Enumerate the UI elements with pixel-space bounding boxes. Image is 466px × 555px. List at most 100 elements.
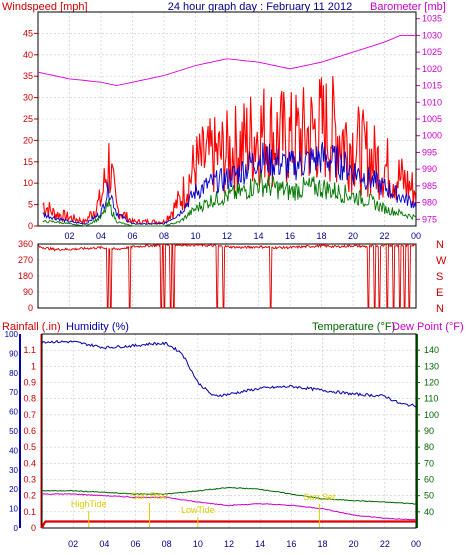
hour-tick-label: 06 (130, 539, 140, 549)
temperature-axis-label: Temperature (°F) (312, 321, 395, 333)
humidity-tick-label: 50 (9, 427, 18, 436)
compass-label: E (436, 287, 443, 299)
barometer-tick-label: 995 (422, 147, 437, 157)
hour-tick-label: 22 (380, 539, 390, 549)
barometer-tick-label: 990 (422, 164, 437, 174)
hour-tick-label: 18 (317, 539, 327, 549)
humidity-tick-label: 60 (9, 408, 18, 417)
annotation-label: HighTide (71, 499, 107, 509)
series-line-windspeed-low (42, 172, 416, 227)
direction-tick-label: 180 (18, 271, 33, 281)
barometer-axis-label: Barometer [mb] (370, 1, 446, 13)
windspeed-tick-label: 0 (28, 221, 33, 231)
windspeed-tick-label: 40 (23, 50, 33, 60)
rainfall-tick-label: 0.5 (23, 442, 36, 452)
hour-tick-label: 10 (193, 539, 203, 549)
hour-tick-label: 00 (411, 231, 421, 241)
dewpoint-axis-label: Dew Point (°F) (392, 321, 464, 333)
hour-tick-label: 00 (411, 539, 421, 549)
windspeed-tick-label: 45 (23, 28, 33, 38)
humidity-tick-label: 80 (9, 369, 18, 378)
barometer-tick-label: 1015 (422, 81, 442, 91)
hour-tick-label: 08 (159, 231, 169, 241)
barometer-tick-label: 1025 (422, 47, 442, 57)
hour-tick-label: 20 (349, 539, 359, 549)
hour-tick-label: 12 (222, 231, 232, 241)
rainfall-tick-label: 0.7 (23, 410, 36, 420)
temperature-tick-label: 70 (424, 458, 434, 468)
barometer-tick-label: 1020 (422, 64, 442, 74)
barometer-tick-label: 980 (422, 198, 437, 208)
hour-tick-label: 06 (127, 231, 137, 241)
humidity-tick-label: 30 (9, 466, 18, 475)
direction-tick-label: 270 (18, 255, 33, 265)
barometer-tick-label: 1010 (422, 97, 442, 107)
temperature-tick-label: 130 (424, 361, 439, 371)
series-line-windspeed-gust (42, 75, 417, 226)
rainfall-tick-label: 0.3 (23, 475, 36, 485)
hour-tick-label: 08 (162, 539, 172, 549)
temperature-tick-label: 50 (424, 491, 434, 501)
rainfall-tick-label: 1 (31, 361, 36, 371)
wind-plot-frame (37, 11, 417, 227)
rainfall-tick-label: 0.4 (23, 458, 36, 468)
temperature-tick-label: 60 (424, 475, 434, 485)
weather-plot-frame (41, 333, 417, 529)
series-line-barometer (37, 34, 416, 87)
compass-label: N (436, 303, 444, 315)
compass-label: N (436, 239, 444, 251)
chart-title: 24 hour graph day : February 11 2012 (168, 1, 352, 13)
windspeed-tick-label: 20 (23, 135, 33, 145)
weather-panel: 0 0.1 0.2 0.3 0.4 0.5 0.6 0.7 0.8 0.9 1 1.1 0 10 20 30 4… (5, 330, 439, 549)
windspeed-tick-label: 35 (23, 71, 33, 81)
rainfall-tick-label: 0.8 (23, 394, 36, 404)
hour-tick-label: 22 (379, 231, 389, 241)
rainfall-tick-label: 0.9 (23, 378, 36, 388)
barometer-tick-label: 1005 (422, 114, 442, 124)
direction-plot-frame (37, 243, 417, 309)
hour-tick-label: 02 (64, 231, 74, 241)
hour-tick-label: 02 (68, 539, 78, 549)
hour-tick-label: 12 (224, 539, 234, 549)
humidity-tick-label: 10 (9, 505, 18, 514)
rainfall-tick-label: 0.1 (23, 507, 36, 517)
hour-tick-label: 16 (286, 539, 296, 549)
temperature-tick-label: 100 (424, 410, 439, 420)
compass-label: W (436, 255, 447, 267)
compass-label: S (436, 271, 443, 283)
hour-tick-label: 20 (348, 231, 358, 241)
humidity-tick-label: 90 (9, 349, 18, 358)
series-line-dew-point (41, 493, 417, 521)
wind-panel: 0510152025303540459759809859909951000100… (23, 11, 442, 241)
series-line-windspeed-average (42, 142, 417, 226)
barometer-tick-label: 1035 (422, 14, 442, 24)
temperature-tick-label: 140 (424, 345, 439, 355)
hour-tick-label: 16 (285, 231, 295, 241)
hour-tick-label: 10 (190, 231, 200, 241)
humidity-axis-label: Humidity (%) (66, 321, 129, 333)
rainfall-tick-label: 1.1 (23, 345, 36, 355)
series-line-rainfall (41, 520, 416, 529)
annotation-label: Sun Set (303, 492, 336, 502)
series-line-humidity (41, 339, 417, 408)
rainfall-tick-label: 0.6 (23, 426, 36, 436)
temperature-tick-label: 80 (424, 442, 434, 452)
hour-tick-label: 14 (255, 539, 265, 549)
windspeed-tick-label: 30 (23, 93, 33, 103)
direction-tick-label: 360 (18, 239, 33, 249)
windspeed-axis-label: Windspeed [mph] (2, 1, 88, 13)
direction-tick-label: 0 (28, 303, 33, 313)
rainfall-tick-label: 0 (31, 523, 36, 533)
rainfall-tick-label: 0.2 (23, 491, 36, 501)
temperature-tick-label: 110 (424, 394, 438, 404)
humidity-tick-label: 40 (9, 446, 18, 455)
windspeed-tick-label: 10 (23, 178, 33, 188)
rainfall-axis-label: Rainfall (.in) (2, 321, 61, 333)
barometer-tick-label: 1030 (422, 30, 442, 40)
annotation-label: Sun Rise (131, 491, 168, 501)
hour-tick-label: 04 (96, 231, 106, 241)
humidity-tick-label: 20 (9, 485, 18, 494)
annotation-label: LowTide (181, 505, 215, 515)
temperature-tick-label: 90 (424, 426, 434, 436)
